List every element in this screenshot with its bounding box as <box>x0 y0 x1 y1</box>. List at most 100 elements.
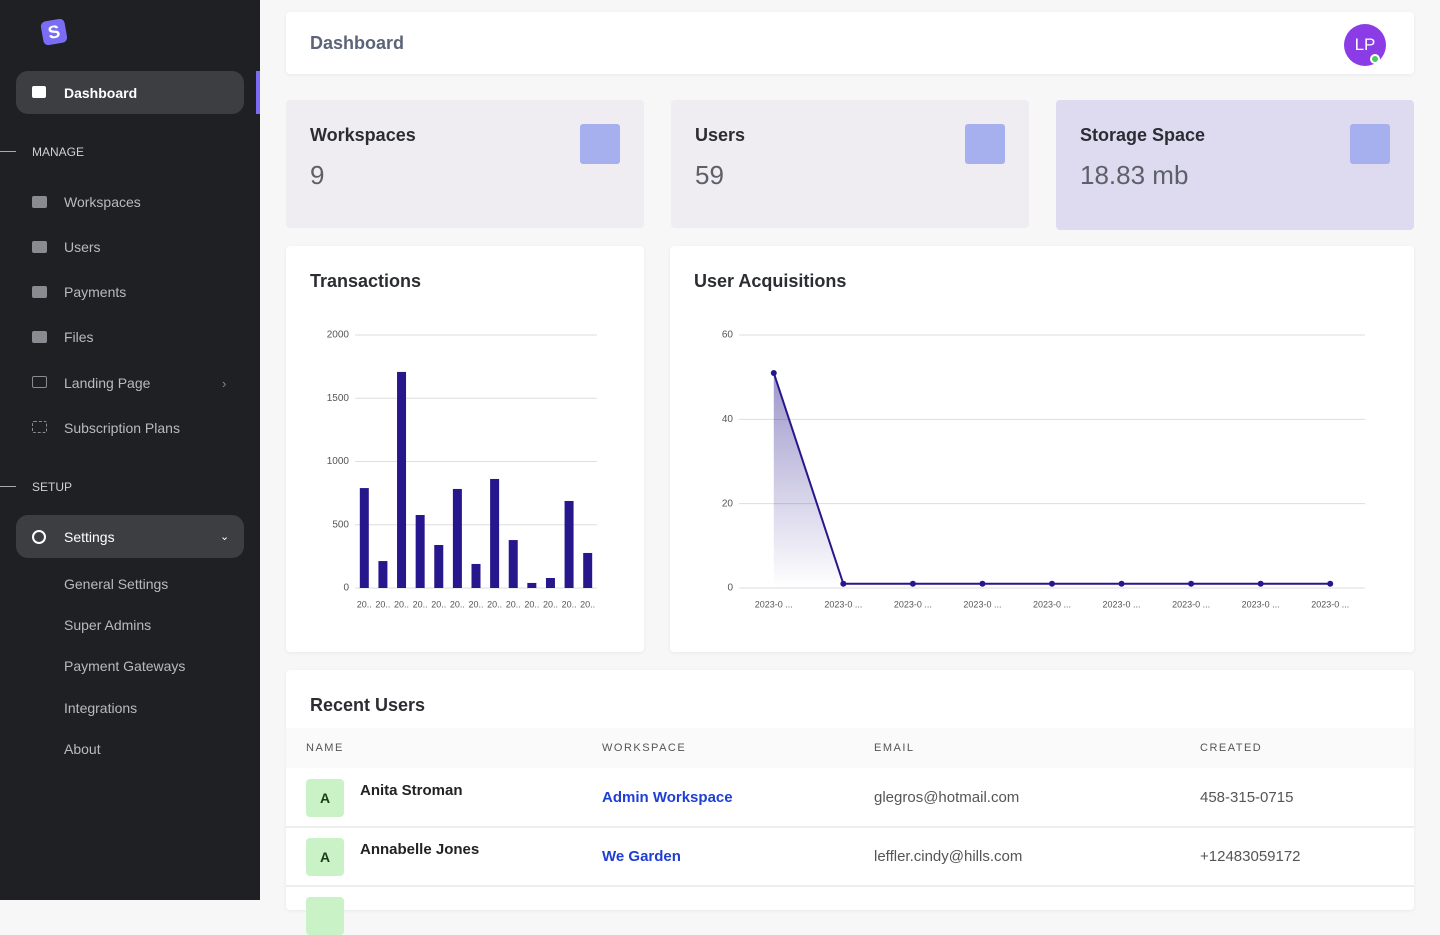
nav-item[interactable]: Subscription Plans <box>64 420 180 436</box>
bar <box>527 582 537 588</box>
user-name: Anita Stroman <box>360 782 463 799</box>
nav-item[interactable]: Dashboard <box>64 85 138 101</box>
y-tick-label: 20 <box>722 498 734 509</box>
chart-card: User Acquisitions 0 20 40 60 2023-0 ... 2023-… <box>670 246 1414 652</box>
point <box>1118 580 1125 587</box>
stat-label: Workspaces <box>310 125 416 145</box>
y-tick-label: 2000 <box>327 330 350 341</box>
x-tick-label: 20.. <box>543 599 558 609</box>
chart-card: Transactions 0 500 1000 1500 2000 20.. 20.. 20.… <box>286 246 644 652</box>
nav-item[interactable]: Payments <box>64 284 127 300</box>
x-tick-label: 20.. <box>524 599 539 609</box>
bar <box>545 578 555 588</box>
section-heading: SETUP <box>32 480 73 494</box>
x-tick-label: 20.. <box>580 599 595 609</box>
chart-title: Transactions <box>310 271 422 291</box>
section-heading: MANAGE <box>32 145 85 159</box>
x-tick-label: 2023-0 ... <box>1103 599 1141 609</box>
row-divider <box>286 826 1414 828</box>
point <box>979 580 986 587</box>
stat-value: 18.83 mb <box>1080 160 1189 190</box>
x-tick-label: 2023-0 ... <box>1311 599 1349 609</box>
active-item[interactable] <box>16 71 244 114</box>
nav-item[interactable]: Payment Gateways <box>64 658 186 674</box>
logo[interactable]: S <box>40 18 68 46</box>
x-tick-label: 20.. <box>506 599 521 609</box>
icon <box>32 286 47 298</box>
point <box>1327 580 1334 587</box>
active-item[interactable] <box>16 515 244 558</box>
nav-item[interactable]: Users <box>64 239 101 255</box>
stat-value: 59 <box>695 160 724 190</box>
user-avatar: A <box>306 779 344 817</box>
nav-item[interactable]: Files <box>64 329 94 345</box>
sidebar: S Dashboard MANAGE Workspaces Users Paym… <box>0 0 260 900</box>
chart: 0 20 40 60 2023-0 ... 2023-0 ... 2023-0 ... 202… <box>722 330 1365 609</box>
icon <box>32 530 46 544</box>
table-card: Recent Users <box>286 670 1414 910</box>
user-avatar: A <box>306 838 344 876</box>
point <box>770 369 777 376</box>
user-name: Annabelle Jones <box>360 841 480 858</box>
stat-value: 9 <box>310 160 325 190</box>
column-header: NAME <box>306 742 344 754</box>
chevron: ⌄ <box>220 531 230 543</box>
nav-item[interactable]: Landing Page <box>64 375 151 391</box>
icon <box>32 331 47 343</box>
stat-label: Storage Space <box>1080 125 1206 145</box>
icon <box>32 241 47 253</box>
page-title: Dashboard <box>310 33 405 53</box>
nav-item[interactable]: About <box>64 741 101 757</box>
created: +12483059172 <box>1200 848 1301 865</box>
workspace-link[interactable]: We Garden <box>602 848 681 865</box>
nav-item[interactable]: Settings <box>64 529 115 545</box>
icon <box>32 86 46 98</box>
point <box>1049 580 1055 587</box>
point <box>1257 580 1264 587</box>
x-tick-label: 20.. <box>375 599 390 609</box>
x-tick-label: 2023-0 ... <box>1172 599 1210 609</box>
stat-icon <box>580 124 620 164</box>
header: Dashboard LP <box>286 12 1414 74</box>
bar <box>378 561 388 588</box>
stat-card: Storage Space 18.83 mb <box>1056 100 1414 230</box>
y-tick-label: 0 <box>343 583 349 594</box>
column-header: WORKSPACE <box>602 742 687 754</box>
stat-label: Users <box>695 125 746 145</box>
nav-item[interactable]: Workspaces <box>64 194 141 210</box>
table-title: Recent Users <box>310 695 426 715</box>
point <box>840 580 847 587</box>
x-tick-label: 2023-0 ... <box>824 599 862 609</box>
bar <box>564 500 574 588</box>
bar <box>508 540 518 588</box>
email: leffler.cindy@hills.com <box>874 848 1023 865</box>
x-tick-label: 20.. <box>431 599 446 609</box>
icon <box>32 196 47 208</box>
bar <box>471 563 481 588</box>
bar <box>415 515 425 588</box>
nav-item[interactable]: General Settings <box>64 576 169 592</box>
workspace-link[interactable]: Admin Workspace <box>602 789 733 806</box>
status-dot <box>1370 54 1380 64</box>
y-tick-label: 60 <box>722 330 734 341</box>
icon <box>32 421 47 433</box>
row-divider <box>286 885 1414 887</box>
chevron: › <box>222 376 227 391</box>
column-header: CREATED <box>1200 742 1263 754</box>
bar <box>434 544 444 588</box>
x-tick-label: 2023-0 ... <box>1033 599 1071 609</box>
stat-card: Users 59 <box>671 100 1029 228</box>
x-tick-label: 20.. <box>562 599 577 609</box>
column-header: EMAIL <box>874 742 915 754</box>
y-tick-label: 1000 <box>327 456 350 467</box>
created: 458-315-0715 <box>1200 789 1294 806</box>
nav-item[interactable]: Integrations <box>64 700 138 716</box>
bar <box>397 371 407 588</box>
icon <box>32 376 47 388</box>
bar <box>452 488 462 588</box>
x-tick-label: 2023-0 ... <box>963 599 1001 609</box>
active-marker <box>256 71 260 114</box>
divider <box>0 151 16 152</box>
nav-item[interactable]: Super Admins <box>64 617 152 633</box>
